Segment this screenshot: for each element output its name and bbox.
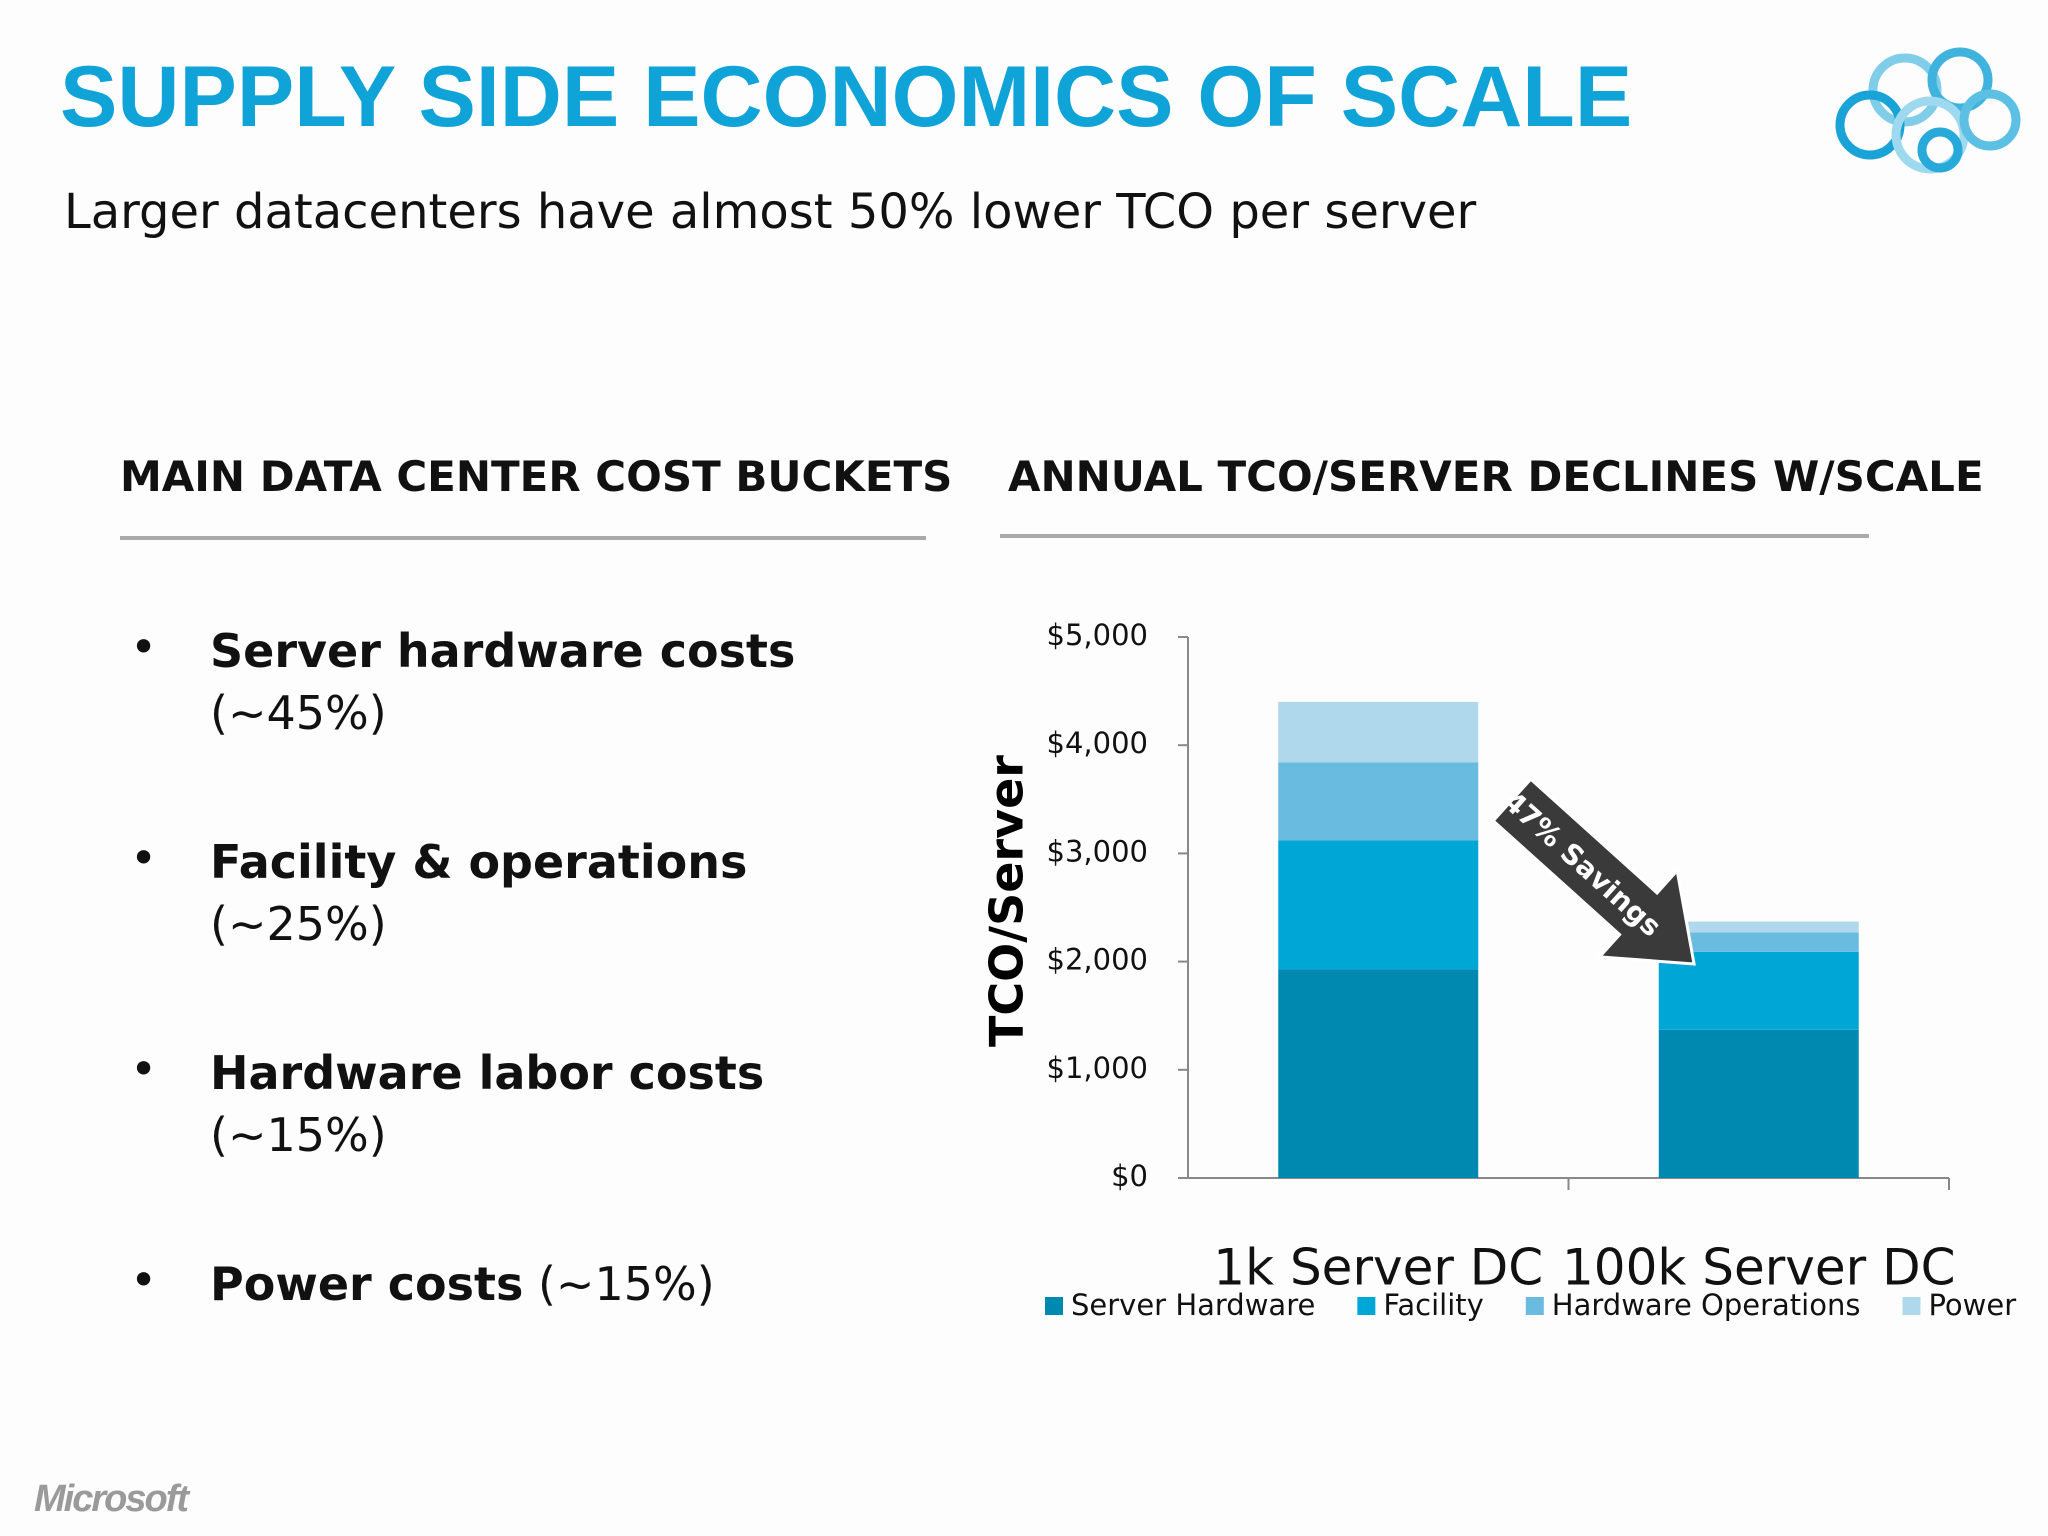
bullet-text: Server hardware costs (~45%) [210,620,795,744]
y-tick-label: $1,000 [1047,1051,1148,1085]
slide-subtitle: Larger datacenters have almost 50% lower… [64,184,1477,240]
x-tick-label: 100k Server DC [1562,1239,1956,1297]
legend-swatch [1902,1297,1921,1315]
bullet-marker: • [130,1042,158,1096]
y-axis-label: TCO/Server [980,755,1034,1047]
cloud-logo [1835,47,2021,174]
bar-segment [1278,701,1479,763]
legend-swatch [1357,1297,1376,1315]
bullet-title: Power costs [210,1257,524,1311]
bullet-marker: • [130,1253,158,1307]
legend-label: Power [1928,1288,2016,1322]
y-tick-label: $3,000 [1047,834,1148,868]
bar-segment [1658,932,1859,952]
y-tick-label: $2,000 [1047,943,1148,977]
legend-swatch [1525,1297,1544,1315]
bullet-detail: (~45%) [210,686,387,740]
bullet-text: Hardware labor costs (~15%) [210,1042,764,1166]
arrow-shape [1491,777,1696,966]
bullet-title: Facility & operations [210,835,748,889]
bullet-text: Facility & operations (~25%) [210,831,747,955]
bullet-title: Hardware labor costs [210,1046,765,1100]
divider [1000,534,1869,538]
bullet-detail: (~25%) [210,897,387,951]
bullet-detail: (~15%) [537,1257,715,1311]
x-tick-label: 1k Server DC [1213,1239,1543,1297]
legend-label: Server Hardware [1071,1288,1315,1322]
annotation: 47% Savings [1497,785,1668,944]
y-tick-label: $0 [1111,1159,1148,1193]
legend-label: Hardware Operations [1552,1288,1861,1322]
legend-swatch [1045,1297,1063,1315]
bar-segment [1278,840,1479,970]
bar-segment [1278,969,1479,1178]
bullet-text: Power costs (~15%) [210,1253,715,1315]
bar-segment [1658,1029,1859,1178]
bullet-marker: • [130,831,158,885]
divider [120,536,926,540]
y-tick-label: $5,000 [1047,618,1148,652]
footer-logo: Microsoft [34,1478,189,1520]
bullet-title: Server hardware costs [210,624,796,678]
section-heading: ANNUAL TCO/SERVER DECLINES W/SCALE [1008,452,1984,501]
slide-title: SUPPLY SIDE ECONOMICS OF SCALE [60,49,1633,145]
bullet-marker: • [130,620,158,674]
legend-label: Facility [1383,1288,1483,1322]
bar-segment [1658,921,1859,933]
y-tick-label: $4,000 [1047,726,1148,760]
section-heading: MAIN DATA CENTER COST BUCKETS [120,452,953,501]
bar-segment [1278,762,1479,841]
bullet-detail: (~15%) [210,1108,387,1162]
